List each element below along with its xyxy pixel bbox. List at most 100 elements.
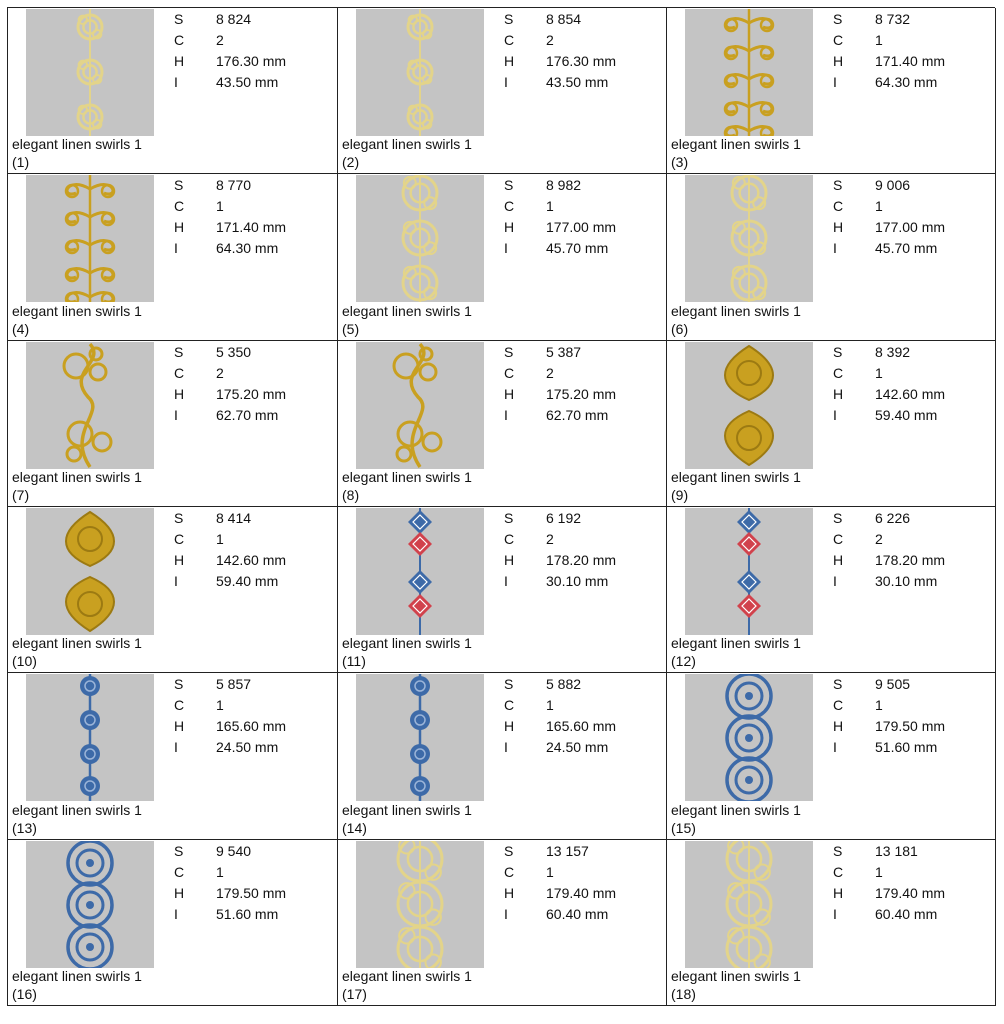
spec-label: I [504,240,508,257]
embroidery-preview-image [26,9,154,136]
spec-label: H [174,53,185,69]
design-caption: elegant linen swirls 1 (5) [342,302,472,338]
spec-value: 5 882 [546,676,582,693]
design-name: elegant linen swirls 1 [342,635,472,652]
spec-label: S [833,343,843,360]
design-caption: elegant linen swirls 1 (8) [342,468,472,504]
spec-label: H [833,551,844,568]
spec-row: I 30.10 mm [833,571,945,592]
embroidery-preview-image [26,507,154,635]
spec-value: 171.40 mm [216,219,287,236]
design-name: elegant linen swirls 1 [671,801,801,818]
spec-label: C [174,364,185,381]
spec-label: C [504,863,515,880]
spec-row: H 176.30 mm [504,51,616,72]
spec-row: S 5 857 [174,674,286,695]
spec-value: 1 [875,697,883,714]
spec-value: 9 540 [216,842,252,859]
spec-row: I 62.70 mm [504,405,616,426]
embroidery-preview-image [356,674,484,802]
spec-label: I [504,406,508,423]
spec-value: 8 824 [216,11,252,27]
spec-value: 60.40 mm [875,905,938,922]
spec-label: S [174,676,184,693]
spec-value: 8 392 [875,343,911,360]
spec-value: 1 [546,863,554,880]
spec-label: S [504,842,514,859]
spec-value: 179.50 mm [216,884,287,901]
design-number: (6) [671,320,689,337]
spec-row: H 175.20 mm [174,384,286,405]
spec-row: H 142.60 mm [174,550,286,571]
spec-row: S 8 770 [174,175,286,196]
design-cell: S 13 157 C 1 H 179.40 mm I 60.40 mm elegant line… [338,839,667,1006]
spec-value: 178.20 mm [546,551,617,568]
embroidery-preview-image [685,840,813,968]
design-caption: elegant linen swirls 1 (1) [12,135,142,171]
spec-label: I [504,74,508,90]
spec-value: 177.00 mm [546,219,617,236]
spec-row: S 9 540 [174,841,286,862]
spec-row: S 8 824 [174,9,286,30]
design-caption: elegant linen swirls 1 (9) [671,468,801,504]
spec-row: I 24.50 mm [174,737,286,758]
spec-row: S 5 882 [504,674,616,695]
spec-label: I [174,74,178,90]
embroidery-preview-image [356,9,484,136]
spec-value: 1 [546,697,554,714]
spec-label: C [833,364,844,381]
spec-row: I 30.10 mm [504,571,616,592]
design-number: (1) [12,154,30,171]
spec-label: C [833,697,844,714]
design-name: elegant linen swirls 1 [671,136,801,153]
spec-value: 2 [546,530,554,547]
design-number: (3) [671,154,689,171]
design-number: (7) [12,486,30,503]
spec-value: 165.60 mm [546,718,617,735]
spec-value: 51.60 mm [875,739,938,756]
spec-value: 9 505 [875,676,911,693]
spec-value: 176.30 mm [546,53,617,69]
spec-label: H [833,53,844,69]
spec-label: H [833,884,844,901]
spec-label: C [833,198,844,215]
spec-label: S [833,509,843,526]
spec-row: I 24.50 mm [504,737,616,758]
spec-row: S 8 392 [833,342,945,363]
spec-label: I [504,905,508,922]
design-number: (2) [342,154,360,171]
spec-row: S 9 505 [833,674,945,695]
embroidery-preview-image [26,674,154,802]
spec-value: 51.60 mm [216,905,279,922]
spec-label: C [174,198,185,215]
spec-label: H [174,551,185,568]
design-name: elegant linen swirls 1 [342,967,472,984]
spec-row: S 5 350 [174,342,286,363]
spec-label: H [174,219,185,236]
spec-label: I [833,572,837,589]
spec-row: I 64.30 mm [174,238,286,259]
design-number: (17) [342,985,367,1002]
spec-value: 59.40 mm [216,572,279,589]
spec-value: 64.30 mm [216,240,279,257]
design-caption: elegant linen swirls 1 (10) [12,634,142,670]
spec-label: H [174,884,185,901]
spec-value: 2 [546,364,554,381]
